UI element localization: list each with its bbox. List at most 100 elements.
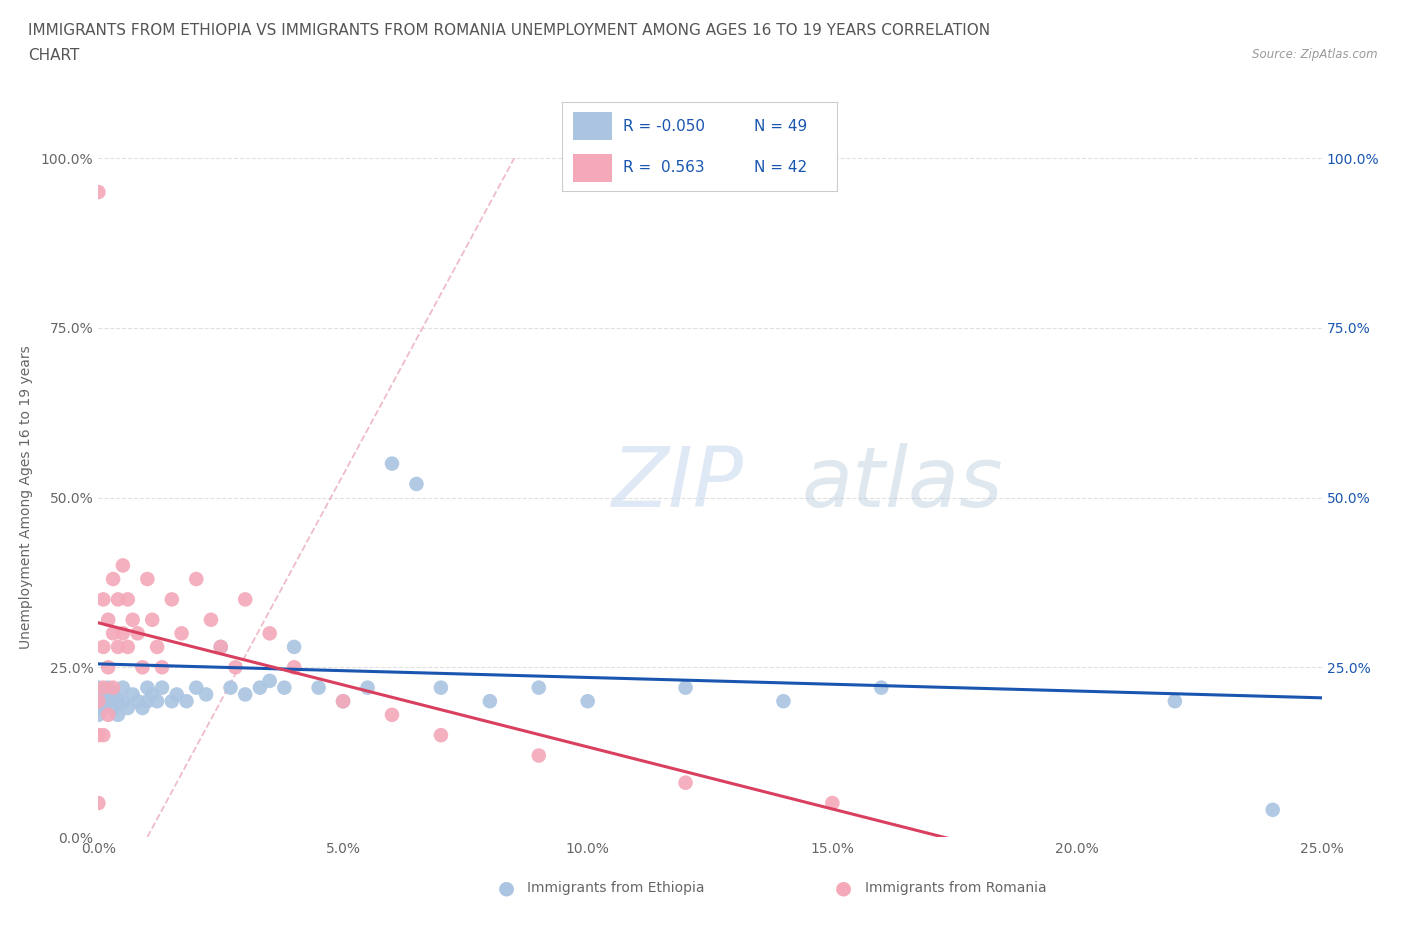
Point	[101, 700, 124, 715]
Point	[259, 673, 281, 688]
Point	[381, 457, 404, 472]
Point	[675, 680, 697, 695]
Point	[870, 680, 893, 695]
Point	[233, 592, 256, 607]
Point	[576, 694, 599, 709]
Point	[107, 592, 129, 607]
Text: atlas: atlas	[801, 444, 1004, 525]
Point	[381, 708, 404, 723]
Point	[527, 748, 550, 763]
Text: Immigrants from Romania: Immigrants from Romania	[865, 881, 1046, 896]
Point	[332, 694, 354, 709]
Text: ZIP: ZIP	[612, 444, 744, 525]
Point	[91, 694, 114, 709]
Text: Immigrants from Ethiopia: Immigrants from Ethiopia	[527, 881, 704, 896]
Point	[111, 680, 134, 695]
Point	[772, 694, 794, 709]
Point	[101, 626, 124, 641]
Point	[91, 680, 114, 695]
Point	[146, 694, 169, 709]
Y-axis label: Unemployment Among Ages 16 to 19 years: Unemployment Among Ages 16 to 19 years	[18, 346, 32, 649]
Point	[430, 680, 453, 695]
Point	[160, 694, 183, 709]
Text: ●: ●	[498, 879, 515, 897]
Point	[150, 680, 173, 695]
Point	[478, 694, 501, 709]
Point	[150, 660, 173, 675]
Point	[91, 640, 114, 655]
Point	[107, 708, 129, 723]
Point	[136, 694, 159, 709]
Point	[219, 680, 242, 695]
Point	[91, 727, 114, 742]
Point	[91, 700, 114, 715]
Text: Source: ZipAtlas.com: Source: ZipAtlas.com	[1253, 48, 1378, 61]
Point	[87, 185, 110, 200]
Point	[141, 612, 163, 627]
Point	[91, 592, 114, 607]
Point	[141, 687, 163, 702]
Text: ●: ●	[835, 879, 852, 897]
Point	[97, 680, 120, 695]
Point	[675, 776, 697, 790]
Point	[283, 660, 305, 675]
Point	[136, 680, 159, 695]
Point	[821, 796, 844, 811]
Point	[209, 640, 232, 655]
Point	[209, 640, 232, 655]
Point	[117, 640, 139, 655]
Point	[430, 727, 453, 742]
Point	[283, 640, 305, 655]
Point	[332, 694, 354, 709]
Point	[224, 660, 246, 675]
Point	[97, 660, 120, 675]
Point	[166, 687, 188, 702]
Point	[131, 660, 153, 675]
Text: N = 49: N = 49	[754, 119, 807, 134]
Point	[136, 572, 159, 587]
Text: R =  0.563: R = 0.563	[623, 160, 704, 175]
Point	[527, 680, 550, 695]
Point	[87, 680, 110, 695]
Text: N = 42: N = 42	[754, 160, 807, 175]
Point	[308, 680, 330, 695]
Point	[111, 626, 134, 641]
Text: CHART: CHART	[28, 48, 80, 63]
Point	[146, 640, 169, 655]
Point	[97, 694, 120, 709]
Point	[107, 694, 129, 709]
Point	[273, 680, 295, 695]
Point	[259, 626, 281, 641]
Point	[97, 708, 120, 723]
Point	[107, 640, 129, 655]
Point	[127, 626, 149, 641]
Point	[101, 572, 124, 587]
Point	[97, 612, 120, 627]
Point	[91, 687, 114, 702]
Point	[249, 680, 271, 695]
Point	[121, 687, 143, 702]
Point	[195, 687, 218, 702]
Point	[186, 572, 208, 587]
Point	[111, 558, 134, 573]
Point	[170, 626, 193, 641]
Point	[200, 612, 222, 627]
Point	[87, 727, 110, 742]
Point	[101, 687, 124, 702]
Point	[176, 694, 198, 709]
Point	[131, 700, 153, 715]
Point	[1164, 694, 1187, 709]
Point	[101, 680, 124, 695]
Point	[160, 592, 183, 607]
Point	[87, 694, 110, 709]
Point	[233, 687, 256, 702]
Text: R = -0.050: R = -0.050	[623, 119, 704, 134]
Point	[117, 700, 139, 715]
Point	[356, 680, 378, 695]
Text: IMMIGRANTS FROM ETHIOPIA VS IMMIGRANTS FROM ROMANIA UNEMPLOYMENT AMONG AGES 16 T: IMMIGRANTS FROM ETHIOPIA VS IMMIGRANTS F…	[28, 23, 990, 38]
Bar	[574, 153, 612, 182]
Point	[87, 796, 110, 811]
Point	[111, 694, 134, 709]
Point	[127, 694, 149, 709]
Point	[186, 680, 208, 695]
